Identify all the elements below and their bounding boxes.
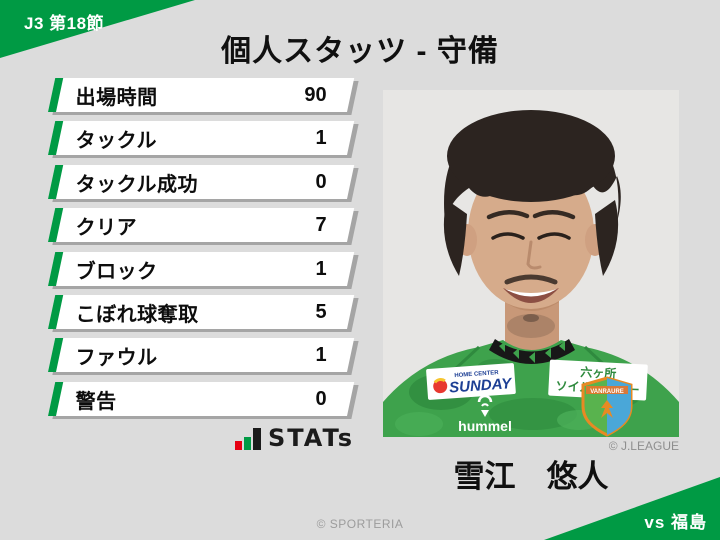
stat-label: タックル — [75, 129, 158, 152]
opponent-label: vs 福島 — [644, 513, 707, 532]
stat-label: ブロック — [75, 260, 158, 283]
stats-bar-chart-icon — [235, 428, 262, 450]
player-photo: HOME CENTER SUNDAY 六ヶ所 ソイルセンター hummel — [383, 90, 679, 437]
stat-label: タックル成功 — [75, 173, 199, 196]
sponsor-patch-sunday: HOME CENTER SUNDAY — [426, 363, 516, 400]
club-crest: VANRAURE — [581, 376, 633, 437]
stat-value: 0 — [315, 170, 327, 193]
stat-row: ファウル 1 — [48, 338, 355, 373]
stat-value: 1 — [315, 257, 327, 280]
stat-row: タックル成功 0 — [48, 164, 355, 199]
stats-list: 出場時間 90 タックル 1 タックル成功 0 クリア — [48, 78, 358, 425]
stat-label: ファウル — [75, 346, 158, 369]
stat-value: 0 — [315, 387, 327, 410]
stat-row: タックル 1 — [48, 121, 355, 156]
site-credit: © SPORTERIA — [316, 517, 404, 531]
svg-text:HOME CENTER: HOME CENTER — [454, 370, 499, 379]
stat-row: こぼれ球奪取 5 — [48, 294, 355, 329]
stat-label: 警告 — [75, 390, 117, 413]
svg-text:hummel: hummel — [458, 418, 512, 434]
photo-credit: © J.LEAGUE — [608, 439, 679, 453]
svg-text:VANRAURE: VANRAURE — [590, 389, 624, 395]
corner-triangle-top-left — [0, 0, 195, 58]
stat-value: 1 — [315, 343, 327, 366]
stat-value: 5 — [315, 300, 327, 323]
stat-value: 7 — [315, 213, 327, 236]
stat-value: 1 — [315, 126, 327, 149]
stat-row: 警告 0 — [48, 381, 355, 416]
stat-label: こぼれ球奪取 — [75, 303, 199, 326]
stat-row: ブロック 1 — [48, 251, 355, 286]
page-title: 個人スタッツ - 守備 — [221, 35, 499, 68]
stats-logo: STATs — [235, 424, 354, 452]
stat-row: 出場時間 90 — [48, 78, 355, 112]
stat-label: 出場時間 — [75, 86, 158, 109]
stat-value: 90 — [304, 83, 327, 106]
hummel-logo: hummel — [458, 394, 512, 434]
player-name: 雪江 悠人 — [453, 459, 609, 494]
corner-triangle-bottom-right — [544, 477, 720, 540]
stat-label: クリア — [75, 216, 138, 239]
svg-text:SUNDAY: SUNDAY — [449, 375, 514, 396]
stat-row: クリア 7 — [48, 208, 355, 243]
player-portrait-illustration: HOME CENTER SUNDAY 六ヶ所 ソイルセンター hummel — [383, 90, 679, 437]
stats-logo-text: STATs — [268, 424, 354, 452]
matchday-label: J3 第18節 — [24, 14, 105, 33]
